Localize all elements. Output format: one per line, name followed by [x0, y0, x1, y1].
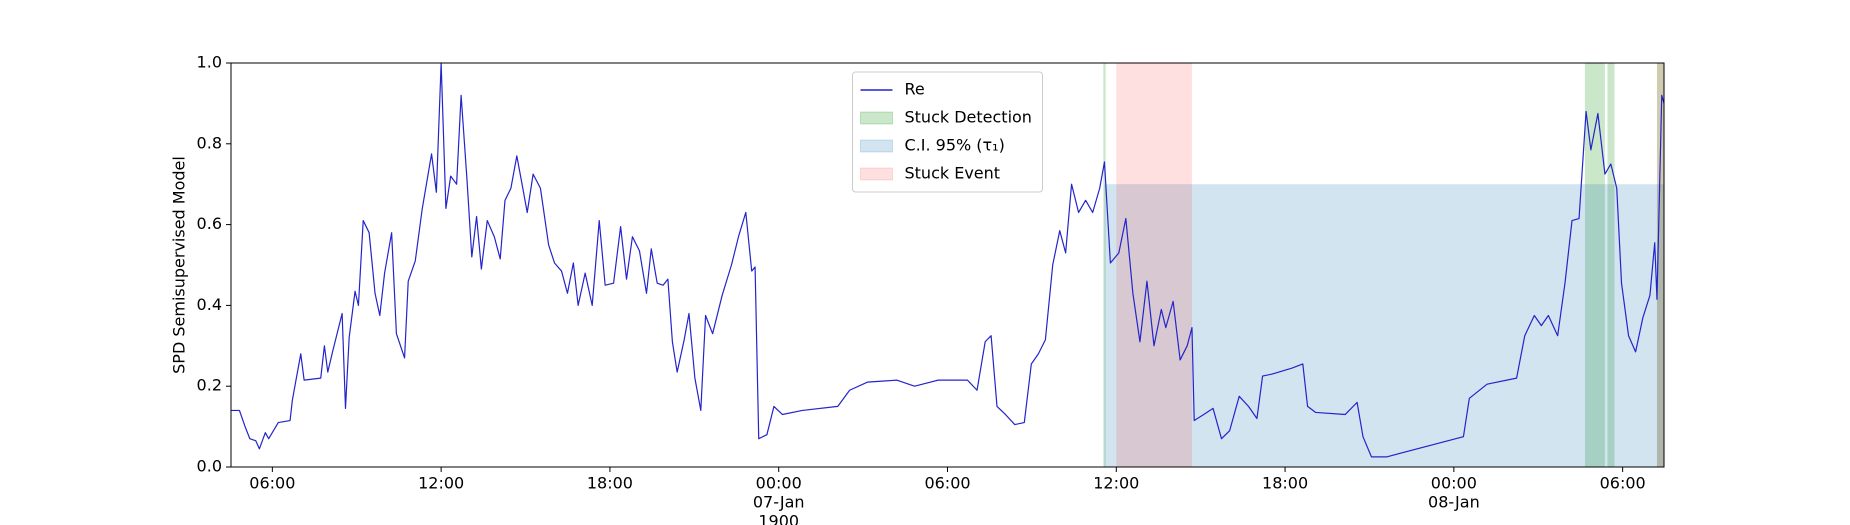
x-tick-label: 1900	[758, 512, 799, 525]
legend-box	[852, 71, 1043, 193]
y-tick-label: 0.6	[197, 214, 222, 233]
span	[1607, 63, 1615, 467]
x-tick-label: 06:00	[924, 474, 970, 493]
span	[1103, 63, 1106, 467]
y-tick-label: 0.4	[197, 295, 222, 314]
y-axis-label: SPD Semisupervised Model	[170, 156, 189, 374]
span	[1656, 63, 1664, 467]
legend-label: Stuck Event	[905, 164, 1001, 183]
y-tick-label: 0.2	[197, 376, 222, 395]
legend-patch	[860, 111, 893, 125]
span	[1584, 63, 1605, 467]
span	[1656, 63, 1664, 467]
legend-patch	[860, 167, 893, 181]
series-line	[231, 62, 1665, 458]
y-tick-label: 0.0	[197, 457, 222, 476]
x-tick-label: 00:00	[756, 474, 802, 493]
y-tick-label: 1.0	[197, 53, 222, 72]
x-tick-label: 06:00	[249, 474, 295, 493]
legend-label: Re	[905, 80, 925, 99]
x-tick-label: 00:00	[1431, 474, 1477, 493]
x-tick-label: 12:00	[418, 474, 464, 493]
legend-label: C.I. 95% (τ₁)	[905, 136, 1005, 155]
x-tick-label: 18:00	[587, 474, 633, 493]
legend-patch	[860, 139, 893, 153]
x-tick-label: 12:00	[1093, 474, 1139, 493]
x-tick-label: 08-Jan	[1428, 493, 1480, 512]
legend: Re Stuck Detection C.I. 95% (τ₁) Stuck Even…	[852, 71, 1043, 193]
x-tick-label: 06:00	[1600, 474, 1646, 493]
x-tick-label: 07-Jan	[753, 493, 805, 512]
legend-label: Stuck Detection	[905, 108, 1032, 127]
y-tick-label: 0.8	[197, 133, 222, 152]
span	[1116, 63, 1192, 467]
x-tick-label: 18:00	[1262, 474, 1308, 493]
